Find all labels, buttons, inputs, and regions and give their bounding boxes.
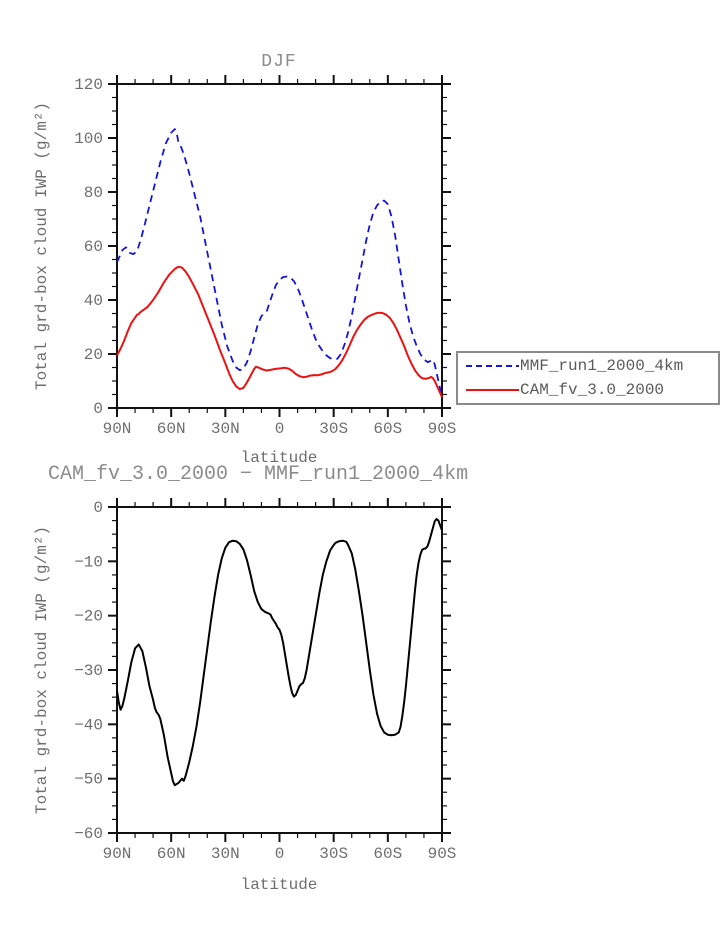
top-chart: DJF Total grd-box cloud IWP (g/m²) latit… — [33, 52, 456, 467]
bottom-chart-title: CAM_fv_3.0_2000 − MMF_run1_2000_4km — [48, 463, 468, 486]
x-axis-tick-label: 30S — [319, 420, 348, 438]
curve-cam-minus-mmf-difference — [116, 518, 443, 787]
legend-item-mmf: MMF_run1_2000_4km — [465, 355, 718, 378]
solid-red-line-sample — [466, 389, 519, 391]
legend-label-mmf: MMF_run1_2000_4km — [520, 357, 684, 375]
y-axis-tick-label: −20 — [74, 608, 103, 626]
bottom-chart-x-axis-label: latitude — [241, 876, 318, 894]
y-axis-tick-label: −30 — [74, 662, 103, 680]
y-axis-tick-label: 60 — [84, 238, 103, 256]
x-axis-tick-label: 90S — [428, 845, 457, 863]
x-axis-tick-label: 30S — [319, 845, 348, 863]
plot-frame — [116, 83, 443, 409]
y-axis-tick-label: 0 — [93, 499, 103, 517]
y-axis-tick-label: 40 — [84, 292, 103, 310]
y-axis-tick-label: 80 — [84, 184, 103, 202]
x-axis-tick-label: 30N — [211, 845, 240, 863]
plot-frame — [116, 506, 443, 834]
bottom-chart-plot: 90N 60N 30N 0 30S 60S 90S 0 −10 −20 −30 −40 −50 −60 — [74, 498, 456, 863]
bottom-chart-y-axis-label: Total grd-box cloud IWP (g/m²) — [33, 526, 51, 814]
y-axis-tick-label: 120 — [74, 76, 103, 94]
y-axis-tick-label: 0 — [93, 400, 103, 418]
y-axis-tick-label: −40 — [74, 716, 103, 734]
curve-mmf-run1-2000-4km — [116, 128, 443, 397]
top-chart-y-axis-label: Total grd-box cloud IWP (g/m²) — [33, 102, 51, 390]
x-axis-tick-label: 60N — [157, 845, 186, 863]
x-axis-tick-label: 60N — [157, 420, 186, 438]
x-axis-tick-label: 60S — [373, 845, 402, 863]
y-axis-tick-label: 20 — [84, 346, 103, 364]
top-chart-x-axis-label: latitude — [241, 449, 318, 467]
y-axis-tick-label: 100 — [74, 130, 103, 148]
curve-cam-fv-3-0-2000 — [116, 265, 443, 398]
x-axis-tick-label: 90S — [428, 420, 457, 438]
bottom-chart: CAM_fv_3.0_2000 − MMF_run1_2000_4km Tota… — [33, 463, 468, 894]
x-axis-tick-label: 90N — [103, 845, 132, 863]
y-axis-tick-label: −10 — [74, 553, 103, 571]
x-axis-tick-label: 0 — [275, 420, 285, 438]
x-axis-tick-label: 60S — [373, 420, 402, 438]
legend-item-cam: CAM_fv_3.0_2000 — [465, 379, 718, 402]
legend: MMF_run1_2000_4km CAM_fv_3.0_2000 — [456, 351, 720, 405]
x-axis-tick-label: 0 — [275, 845, 285, 863]
y-axis-tick-label: −60 — [74, 825, 103, 843]
top-chart-plot: 90N 60N 30N 0 30S 60S 90S 0 20 40 60 80 100 120 — [74, 75, 456, 438]
x-axis-tick-label: 30N — [211, 420, 240, 438]
x-axis-tick-label: 90N — [103, 420, 132, 438]
legend-label-cam: CAM_fv_3.0_2000 — [520, 381, 665, 399]
y-axis-tick-label: −50 — [74, 771, 103, 789]
dashed-blue-line-sample — [466, 365, 519, 367]
top-chart-title: DJF — [261, 52, 296, 72]
